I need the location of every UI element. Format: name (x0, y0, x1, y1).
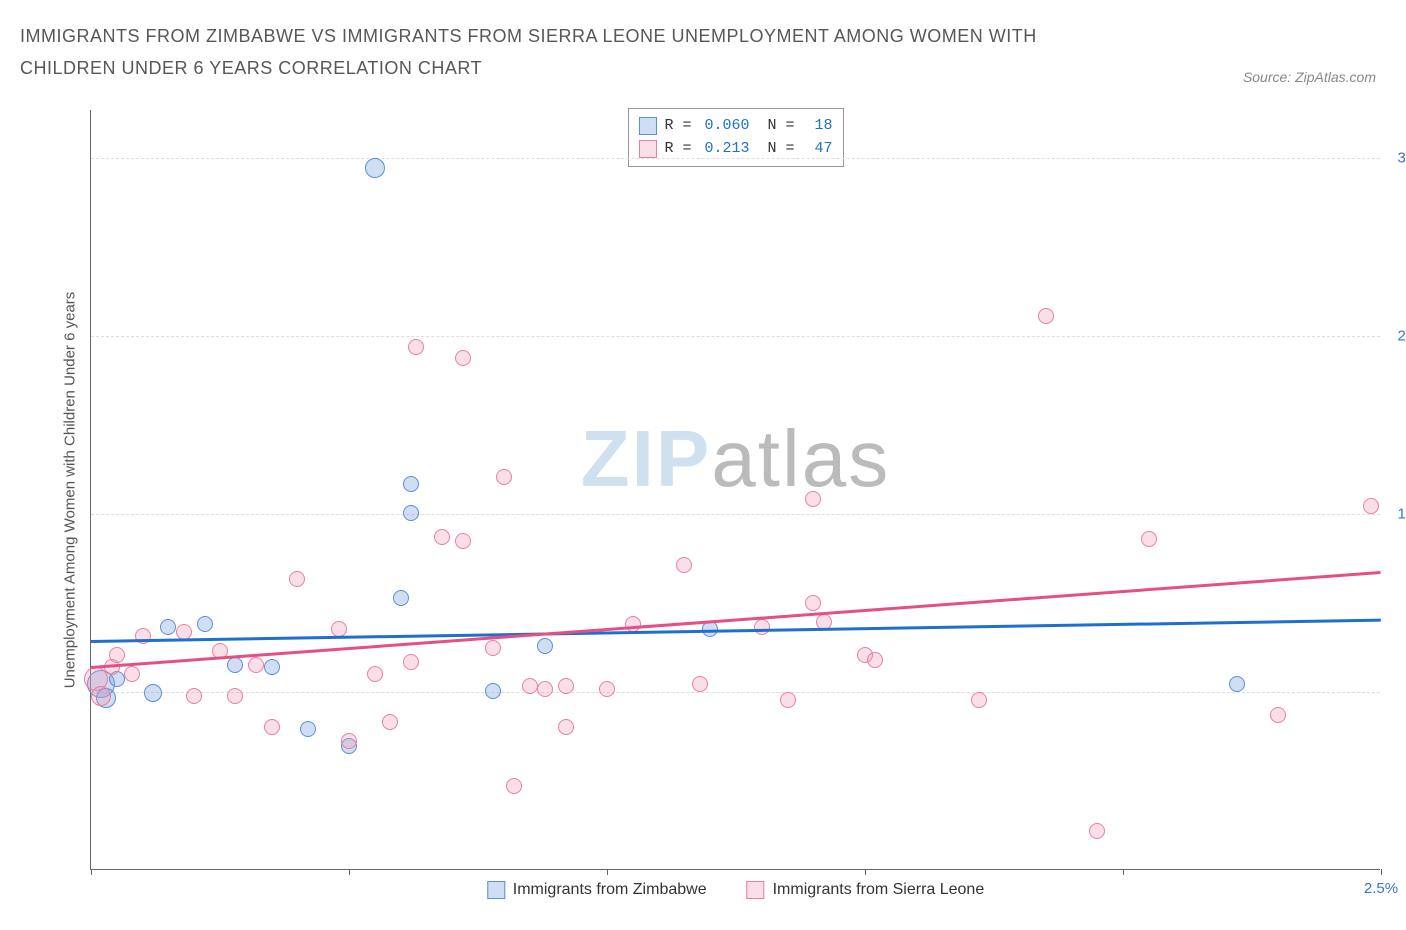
n-label: N = (768, 115, 795, 138)
data-point (300, 721, 316, 737)
legend-label: Immigrants from Zimbabwe (513, 881, 707, 899)
x-tick (607, 869, 608, 875)
data-point (676, 557, 692, 573)
stats-legend-row: R = 0.060 N = 18 (638, 115, 832, 138)
watermark-light: atlas (711, 414, 890, 503)
data-point (408, 339, 424, 355)
data-point (135, 628, 151, 644)
data-point (692, 676, 708, 692)
series-legend: Immigrants from Zimbabwe Immigrants from … (487, 881, 984, 899)
data-point (1363, 498, 1379, 514)
data-point (455, 533, 471, 549)
data-point (403, 476, 419, 492)
trend-line (91, 618, 1381, 642)
x-tick (865, 869, 866, 875)
chart-container: Unemployment Among Women with Children U… (60, 110, 1380, 870)
legend-swatch (638, 140, 656, 158)
r-value: 0.060 (700, 115, 750, 138)
chart-title: IMMIGRANTS FROM ZIMBABWE VS IMMIGRANTS F… (20, 20, 1120, 85)
data-point (537, 638, 553, 654)
x-tick (349, 869, 350, 875)
y-tick-label: 7.5% (1385, 683, 1406, 700)
data-point (248, 657, 264, 673)
data-point (176, 624, 192, 640)
legend-item: Immigrants from Zimbabwe (487, 881, 707, 899)
trend-line (91, 571, 1381, 668)
legend-swatch (638, 117, 656, 135)
data-point (867, 652, 883, 668)
data-point (264, 719, 280, 735)
gridline (91, 692, 1380, 693)
data-point (1270, 707, 1286, 723)
legend-item: Immigrants from Sierra Leone (747, 881, 985, 899)
data-point (558, 719, 574, 735)
x-tick (1381, 869, 1382, 875)
source-attribution: Source: ZipAtlas.com (1243, 69, 1376, 85)
data-point (1038, 308, 1054, 324)
data-point (264, 659, 280, 675)
data-point (805, 491, 821, 507)
gridline (91, 158, 1380, 159)
data-point (506, 778, 522, 794)
data-point (144, 684, 162, 702)
data-point (197, 616, 213, 632)
gridline (91, 514, 1380, 515)
data-point (485, 640, 501, 656)
r-label: R = (664, 115, 691, 138)
data-point (599, 681, 615, 697)
data-point (971, 692, 987, 708)
data-point (367, 666, 383, 682)
data-point (91, 686, 111, 706)
data-point (1089, 823, 1105, 839)
watermark-bold: ZIP (581, 414, 711, 503)
x-tick (91, 869, 92, 875)
watermark: ZIPatlas (581, 413, 890, 505)
data-point (558, 678, 574, 694)
x-tick (1123, 869, 1124, 875)
y-axis-title: Unemployment Among Women with Children U… (62, 292, 79, 689)
data-point (393, 590, 409, 606)
data-point (160, 619, 176, 635)
data-point (1229, 676, 1245, 692)
plot-area: ZIPatlas R =0.060N =18R =0.213N =47 Immi… (90, 110, 1380, 870)
data-point (403, 654, 419, 670)
y-tick-label: 22.5% (1385, 327, 1406, 344)
data-point (522, 678, 538, 694)
gridline (91, 336, 1380, 337)
data-point (341, 733, 357, 749)
data-point (455, 350, 471, 366)
data-point (754, 619, 770, 635)
data-point (109, 647, 125, 663)
data-point (365, 158, 385, 178)
data-point (331, 621, 347, 637)
data-point (805, 595, 821, 611)
legend-swatch (747, 881, 765, 899)
data-point (289, 571, 305, 587)
data-point (537, 681, 553, 697)
x-tick-label: 2.5% (1364, 880, 1398, 897)
y-tick-label: 30.0% (1385, 149, 1406, 166)
data-point (485, 683, 501, 699)
n-value: 18 (803, 115, 833, 138)
data-point (124, 666, 140, 682)
data-point (403, 505, 419, 521)
data-point (227, 688, 243, 704)
y-tick-label: 15.0% (1385, 505, 1406, 522)
legend-swatch (487, 881, 505, 899)
legend-label: Immigrants from Sierra Leone (773, 881, 985, 899)
data-point (434, 529, 450, 545)
data-point (780, 692, 796, 708)
data-point (1141, 531, 1157, 547)
data-point (382, 714, 398, 730)
data-point (227, 657, 243, 673)
data-point (496, 469, 512, 485)
data-point (186, 688, 202, 704)
